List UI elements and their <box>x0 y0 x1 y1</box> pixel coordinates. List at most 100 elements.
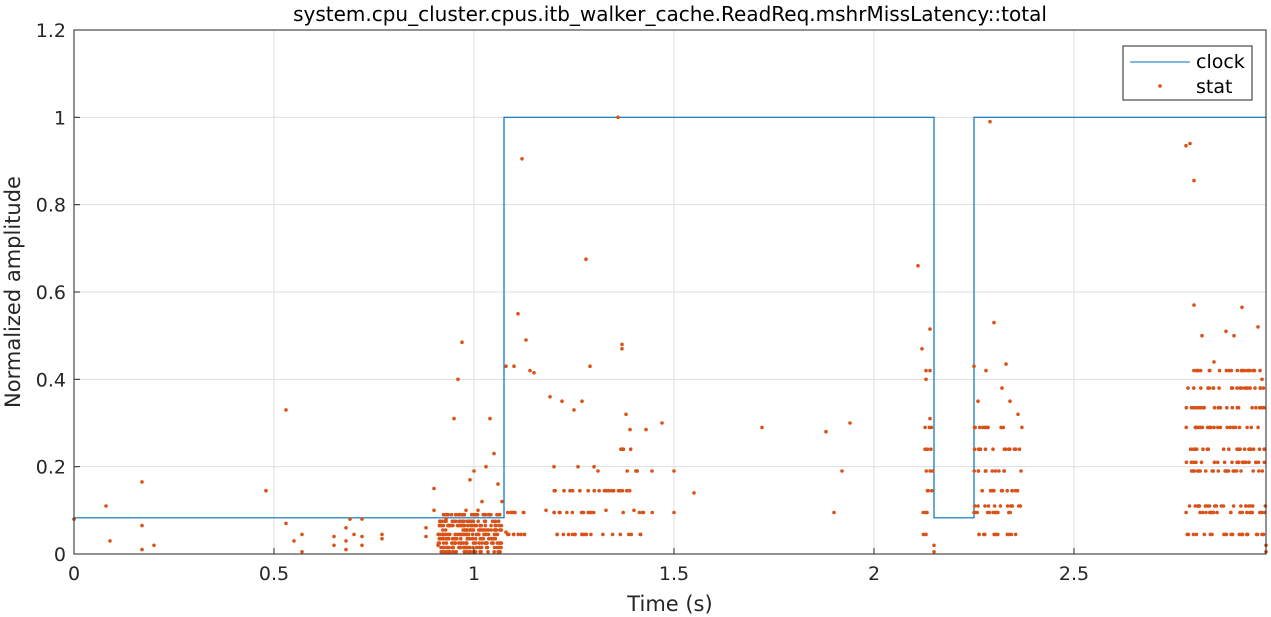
stat-point <box>451 523 455 528</box>
stat-point <box>1256 425 1260 430</box>
stat-point <box>1198 368 1203 373</box>
stat-point <box>284 408 288 412</box>
stat-point <box>1244 386 1249 390</box>
stat-point <box>458 523 462 528</box>
stat-point <box>444 519 448 524</box>
stat-point <box>1240 460 1245 465</box>
stat-point <box>1212 360 1216 364</box>
stat-point <box>480 541 484 545</box>
stat-point <box>478 523 482 528</box>
stat-point <box>1206 504 1210 508</box>
y-tick-label: 0.8 <box>36 195 66 217</box>
stat-point <box>592 488 596 493</box>
stat-point <box>1000 488 1005 493</box>
stat-point <box>1234 469 1239 473</box>
stat-point <box>472 512 477 517</box>
x-axis-ticks: 0 0.5 1 1.5 2 2.5 <box>68 548 1089 585</box>
stat-point <box>493 523 498 528</box>
stat-point <box>1189 405 1194 410</box>
stat-point <box>460 519 465 524</box>
stat-point <box>1229 510 1233 515</box>
stat-point <box>348 517 352 521</box>
stat-point <box>467 550 472 554</box>
stat-point <box>1008 399 1012 404</box>
stat-point <box>1237 532 1242 537</box>
stat-point <box>618 532 623 537</box>
stat-point <box>532 371 536 375</box>
x-tick-label: 1.5 <box>659 563 689 585</box>
stat-point <box>492 528 497 532</box>
stat-point <box>1257 447 1262 452</box>
stat-point <box>380 532 384 537</box>
stat-point <box>496 519 501 524</box>
stat-point <box>627 532 631 537</box>
stat-point <box>1004 362 1008 366</box>
stat-point <box>618 488 622 493</box>
stat-point <box>504 364 508 369</box>
stat-point <box>1191 532 1196 537</box>
stat-point <box>332 543 336 548</box>
stat-point <box>1240 510 1245 515</box>
stat-point <box>1184 143 1188 148</box>
stat-point <box>916 264 920 268</box>
stat-point <box>928 469 932 473</box>
stat-point <box>596 469 600 473</box>
stat-point <box>983 504 987 508</box>
stat-point <box>578 488 582 493</box>
legend: clock stat <box>1122 45 1253 101</box>
stat-point <box>445 536 450 541</box>
stat-point <box>1192 368 1196 373</box>
stat-point <box>457 545 461 550</box>
stat-point <box>625 488 629 493</box>
stat-point <box>470 536 475 541</box>
stat-point <box>925 447 930 452</box>
stat-point <box>511 532 516 537</box>
stat-point <box>928 368 932 373</box>
stat-point <box>589 532 593 537</box>
stat-point <box>1184 405 1189 410</box>
x-tick-label: 2 <box>868 563 880 585</box>
stat-point <box>1211 510 1216 515</box>
y-tick-label: 1 <box>54 107 66 129</box>
stat-point <box>360 517 364 521</box>
stat-point <box>1258 368 1262 373</box>
stat-point <box>1198 425 1203 430</box>
stat-point <box>436 541 441 545</box>
stat-point <box>555 532 559 537</box>
stat-point <box>557 510 562 515</box>
stat-point <box>292 539 296 543</box>
stat-point <box>460 340 464 345</box>
stat-point <box>468 528 472 532</box>
stat-point <box>1186 386 1190 390</box>
stat-point <box>561 532 566 537</box>
stat-point <box>570 532 575 537</box>
stat-point <box>444 541 449 545</box>
stat-point <box>932 550 936 554</box>
stat-point <box>456 377 460 382</box>
stat-point <box>1228 425 1233 430</box>
stat-point <box>560 399 564 404</box>
stat-point <box>441 528 445 532</box>
stat-point <box>632 508 636 513</box>
stat-point <box>1184 460 1189 465</box>
stat-point <box>832 510 836 515</box>
stat-point <box>1000 386 1004 390</box>
stat-point <box>1188 447 1193 452</box>
stat-point <box>984 368 988 373</box>
stat-point <box>986 504 991 508</box>
stat-point <box>1199 460 1204 465</box>
stat-point <box>489 512 493 517</box>
stat-point <box>522 510 526 515</box>
stat-point <box>477 528 482 532</box>
stat-point <box>924 377 928 382</box>
stat-point <box>928 416 932 421</box>
stat-point <box>528 368 532 373</box>
stat-point <box>1257 469 1261 473</box>
stat-point <box>467 536 472 541</box>
stat-point <box>509 510 513 515</box>
stat-point <box>104 504 108 508</box>
stat-point <box>1254 405 1258 410</box>
stat-point <box>1191 447 1196 452</box>
stat-point <box>996 510 1000 515</box>
stat-point <box>1255 532 1260 537</box>
